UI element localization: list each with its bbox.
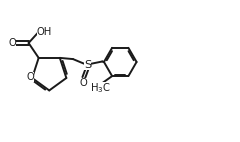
Text: O: O xyxy=(8,38,16,48)
Text: O: O xyxy=(80,78,88,88)
Text: H$_3$C: H$_3$C xyxy=(90,82,111,95)
Text: O: O xyxy=(27,72,34,82)
Text: S: S xyxy=(84,60,91,70)
Text: OH: OH xyxy=(36,27,52,37)
